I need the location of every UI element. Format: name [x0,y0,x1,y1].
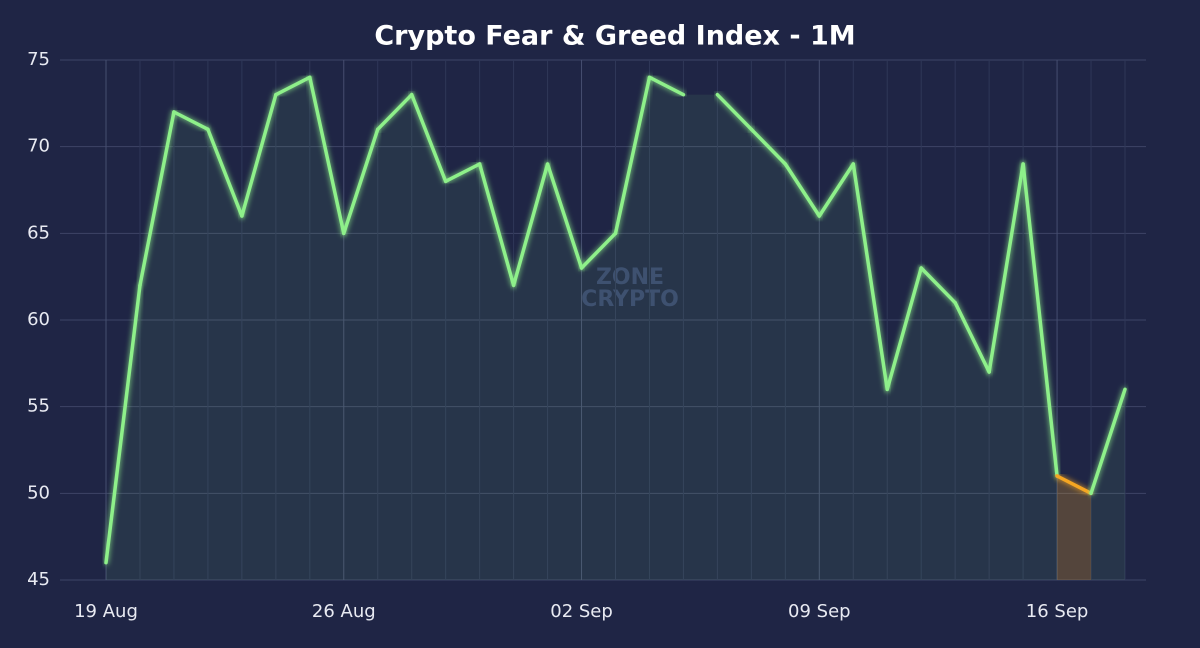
area-fill [1023,164,1058,580]
line-segment [409,92,448,184]
area-fill [275,77,310,580]
line-segment [919,266,957,305]
line-segment [851,162,889,392]
line-segment [953,300,991,374]
line-segment [1021,162,1059,478]
line-segment [1089,387,1127,496]
line-segment [613,75,652,236]
y-tick-label: 60 [27,309,50,330]
area-fill [683,94,718,581]
line-segment [1055,474,1093,496]
line-segment [477,162,516,288]
line-segment [308,75,346,236]
area-fill [717,94,752,581]
line-segment [715,92,754,132]
area-fill [241,94,276,581]
area-fill [547,164,582,580]
area-fill [615,77,650,580]
area-fill [819,164,854,580]
x-tick-label: 26 Aug [312,601,376,622]
line-segment [579,231,618,270]
area-fill [479,164,514,580]
line-segment [342,127,380,236]
line-segment [817,162,856,218]
line-segment [240,92,278,218]
area-fill [309,77,344,580]
line-segment [104,283,142,565]
line-segment [987,162,1025,374]
area-fill [921,268,956,580]
line-segment [783,162,822,218]
area-fill [853,164,888,580]
line-segment [206,127,244,218]
x-tick-label: 19 Aug [74,601,138,622]
line-segment [749,127,788,166]
line-segment [138,110,176,288]
area-fill [581,233,616,581]
line-segment [545,162,584,270]
line-segment [511,162,550,288]
y-tick-label: 70 [27,136,50,157]
y-tick-label: 45 [27,569,50,590]
y-tick-label: 50 [27,482,50,503]
x-tick-label: 16 Sep [1026,601,1089,622]
area-fill [649,77,684,580]
line-segment [443,162,482,184]
line-segment [885,266,923,392]
area-fill [207,129,242,581]
area-fill [955,302,990,580]
line-segment [375,92,414,132]
area-fill [887,268,922,580]
y-tick-label: 75 [27,49,50,70]
area-fill [1091,389,1125,580]
area-fill [173,112,208,580]
line-segment [647,75,686,97]
x-tick-label: 02 Sep [550,601,613,622]
area-fill [411,94,446,581]
area-fill [751,129,786,581]
y-tick-label: 65 [27,222,50,243]
line-segment [172,110,210,132]
chart-title: Crypto Fear & Greed Index - 1M [374,21,855,52]
area-fill [989,164,1024,580]
area-fill [343,129,378,581]
watermark: CRYPTO [581,287,679,312]
y-tick-label: 55 [27,396,50,417]
x-tick-label: 09 Sep [788,601,851,622]
watermark: ZONE [596,265,664,290]
line-segment [274,75,312,97]
area-fill [377,94,412,581]
area-fill [785,164,820,580]
area-fill [445,164,480,580]
area-fill [513,164,548,580]
area-fill [1057,476,1092,580]
area-fill [139,112,174,580]
